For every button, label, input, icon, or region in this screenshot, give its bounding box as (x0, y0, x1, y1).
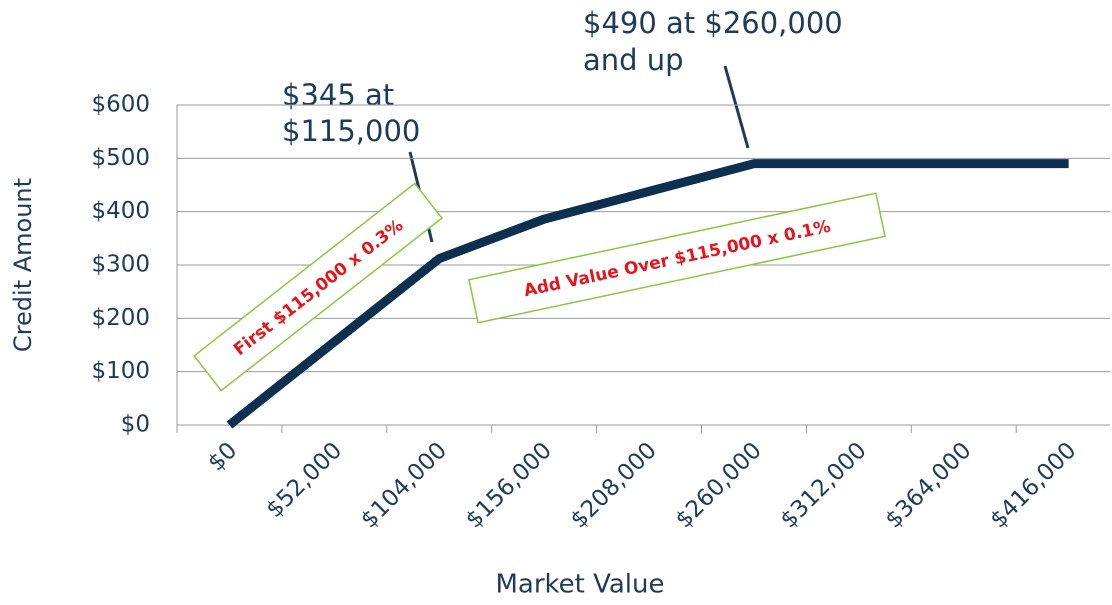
note-box-frame (193, 182, 443, 392)
data-line (226, 159, 1069, 429)
y-axis-label: Credit Amount (9, 178, 37, 352)
leader-line (723, 65, 750, 149)
annotation: $345 at (282, 78, 394, 112)
plot: $0 $100 $200 $300 $400 $500 $600 $0 $52,000 $104,… (91, 92, 1110, 533)
y-tick-label: $100 (91, 358, 150, 384)
annotation: $115,000 (282, 114, 420, 148)
y-tick-label: $300 (91, 252, 150, 278)
note-box: Add Value Over $115,000 x 0.1% (468, 192, 886, 324)
x-tick-label: $416,000 (985, 437, 1081, 533)
x-tick-label: $364,000 (881, 437, 977, 533)
x-tick-label: $0 (203, 437, 242, 476)
x-tick-label: $104,000 (356, 437, 452, 533)
x-tick-label: $208,000 (566, 437, 662, 533)
y-tick-label: $500 (91, 145, 150, 171)
y-tick-label: $400 (91, 198, 150, 224)
y-tick-label: $200 (91, 305, 150, 331)
note-text: First $115,000 x 0.3% (230, 216, 407, 361)
x-tick-label: $52,000 (262, 437, 348, 523)
y-tick-label: $0 (121, 412, 150, 438)
annotation: $490 at $260,000 (583, 6, 843, 40)
y-tick-label: $600 (91, 92, 150, 118)
x-axis-label: Market Value (495, 570, 664, 600)
x-tick-label: $312,000 (776, 437, 872, 533)
annotation: and up (583, 43, 684, 77)
note-box-frame (468, 192, 886, 324)
x-tick-label: $156,000 (461, 437, 557, 533)
x-tick-label: $260,000 (671, 437, 767, 533)
